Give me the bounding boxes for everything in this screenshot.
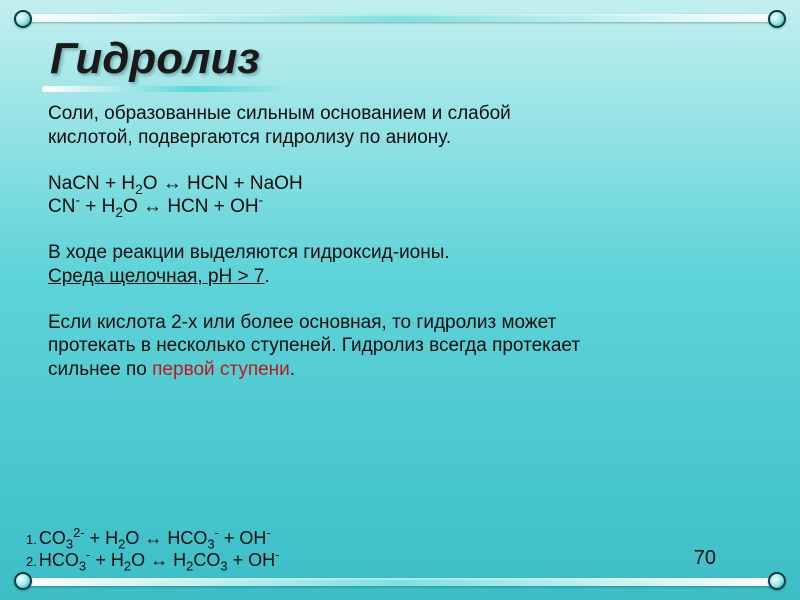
eq-text: + H bbox=[85, 528, 119, 548]
subscript: 3 bbox=[220, 559, 227, 574]
superscript: - bbox=[266, 525, 270, 540]
multi-line-1: Если кислота 2-х или более основная, то … bbox=[48, 312, 556, 333]
footer-equation-1: 1.CO32- + H2O ↔ HCO3- + OH- bbox=[26, 528, 279, 550]
list-number: 1. bbox=[26, 532, 37, 547]
eq-text: O ↔ HCN + NaOH bbox=[143, 173, 303, 194]
list-number: 2. bbox=[26, 554, 37, 569]
superscript: 2- bbox=[73, 525, 85, 540]
corner-bead-icon bbox=[14, 572, 32, 590]
corner-bead-icon bbox=[768, 10, 786, 28]
environment-line: Среда щелочная, pH > 7. bbox=[48, 265, 760, 289]
superscript: - bbox=[259, 193, 264, 208]
eq-text: + OH bbox=[219, 528, 267, 548]
superscript: - bbox=[275, 547, 279, 562]
frame-top-bar bbox=[20, 14, 780, 22]
intro-line-1: Соли, образованные сильным основанием и … bbox=[48, 103, 511, 124]
eq-text: NaCN + H bbox=[48, 173, 135, 194]
slide-container: Гидролиз Соли, образованные сильным осно… bbox=[0, 0, 800, 600]
title-underline bbox=[42, 86, 292, 92]
slide-title: Гидролиз bbox=[50, 34, 760, 84]
subscript: 2 bbox=[135, 181, 143, 196]
eq-text: CO bbox=[193, 550, 220, 570]
slide-body: Соли, образованные сильным основанием и … bbox=[48, 102, 760, 382]
eq-text: O ↔ HCN + OH bbox=[123, 196, 259, 217]
eq-text: CO bbox=[39, 528, 66, 548]
env-dot: . bbox=[265, 266, 270, 287]
corner-bead-icon bbox=[768, 572, 786, 590]
eq-text: CN bbox=[48, 196, 75, 217]
page-number: 70 bbox=[694, 547, 716, 570]
eq-text: HCO bbox=[39, 550, 79, 570]
footer-equations: 1.CO32- + H2O ↔ HCO3- + OH- 2.HCO3- + H2… bbox=[26, 528, 279, 572]
ions-line: В ходе реакции выделяются гидроксид-ионы… bbox=[48, 241, 760, 265]
intro-line-2: кислотой, подвергаются гидролизу по анио… bbox=[48, 127, 451, 148]
env-underlined: Среда щелочная, pH > 7 bbox=[48, 266, 265, 287]
multi-line-3a: сильнее по bbox=[48, 359, 152, 380]
equation-2: CN- + H2O ↔ HCN + OH- bbox=[48, 195, 760, 219]
eq-text: + H bbox=[90, 550, 124, 570]
subscript: 3 bbox=[79, 559, 86, 574]
multi-line-3c: . bbox=[290, 359, 295, 380]
footer-equation-2: 2.HCO3- + H2O ↔ H2CO3 + OH- bbox=[26, 550, 279, 572]
multi-line-2: протекать в несколько ступеней. Гидролиз… bbox=[48, 335, 580, 356]
eq-text: + OH bbox=[228, 550, 276, 570]
corner-bead-icon bbox=[14, 10, 32, 28]
eq-text: O ↔ H bbox=[131, 550, 186, 570]
first-stage-highlight: первой ступени bbox=[152, 359, 290, 380]
equation-1: NaCN + H2O ↔ HCN + NaOH bbox=[48, 172, 760, 196]
eq-text: O ↔ HCO bbox=[125, 528, 207, 548]
frame-bottom-bar bbox=[20, 578, 780, 586]
eq-text: + H bbox=[80, 196, 115, 217]
subscript: 2 bbox=[115, 205, 123, 220]
